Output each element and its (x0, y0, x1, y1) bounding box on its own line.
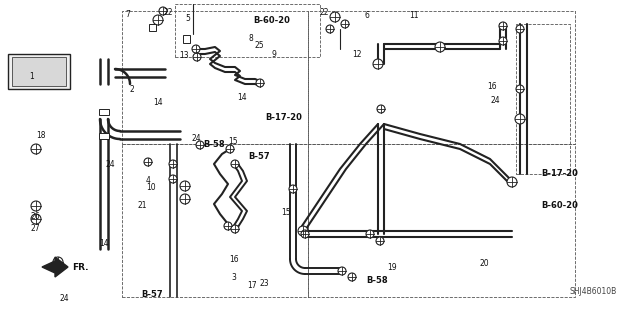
Text: 7: 7 (125, 10, 131, 19)
Circle shape (435, 42, 445, 52)
Text: B-57: B-57 (248, 152, 270, 161)
Circle shape (231, 160, 239, 168)
Text: 19: 19 (387, 263, 397, 272)
Circle shape (298, 226, 308, 236)
Circle shape (193, 53, 201, 61)
Circle shape (376, 237, 384, 245)
Circle shape (516, 85, 524, 93)
Circle shape (169, 160, 177, 168)
Circle shape (169, 175, 177, 183)
Text: 27: 27 (30, 224, 40, 233)
Text: 15: 15 (228, 137, 237, 146)
Circle shape (53, 257, 63, 267)
Circle shape (153, 15, 163, 25)
Circle shape (330, 12, 340, 22)
Text: 15: 15 (282, 208, 291, 217)
Circle shape (373, 59, 383, 69)
Circle shape (301, 230, 309, 238)
Text: 16: 16 (488, 82, 497, 91)
Circle shape (31, 144, 41, 154)
Text: B-58: B-58 (366, 276, 388, 285)
Text: 24: 24 (106, 160, 115, 169)
Circle shape (341, 20, 349, 28)
Text: B-17-20: B-17-20 (541, 169, 578, 178)
Circle shape (180, 181, 190, 191)
Circle shape (144, 158, 152, 166)
Circle shape (326, 25, 334, 33)
Text: B-58: B-58 (204, 140, 225, 149)
Text: 22: 22 (320, 8, 330, 17)
Bar (148, 24, 156, 31)
Circle shape (507, 177, 517, 187)
Text: B-60-20: B-60-20 (253, 16, 290, 25)
Text: 24: 24 (60, 294, 69, 303)
Circle shape (192, 45, 200, 53)
Text: 18: 18 (36, 131, 46, 140)
Circle shape (226, 145, 234, 153)
Text: 5: 5 (186, 14, 191, 23)
Text: SHJ4B6010B: SHJ4B6010B (570, 286, 617, 295)
Circle shape (499, 37, 507, 45)
Text: 26: 26 (30, 212, 40, 221)
Text: 6: 6 (365, 11, 370, 20)
Circle shape (224, 222, 232, 230)
Circle shape (348, 273, 356, 281)
Circle shape (515, 114, 525, 124)
Circle shape (366, 230, 374, 238)
Text: 22: 22 (164, 8, 173, 17)
Circle shape (31, 214, 41, 224)
Circle shape (289, 185, 297, 193)
Text: 24: 24 (192, 134, 202, 143)
Circle shape (159, 7, 167, 15)
Text: 23: 23 (260, 279, 269, 288)
Text: 17: 17 (248, 281, 257, 290)
Bar (99, 109, 109, 115)
Text: 21: 21 (138, 201, 147, 210)
Circle shape (516, 25, 524, 33)
Polygon shape (8, 54, 70, 89)
Text: 2: 2 (130, 85, 134, 94)
Text: 8: 8 (248, 34, 253, 43)
Circle shape (31, 201, 41, 211)
Text: 12: 12 (353, 50, 362, 59)
Text: FR.: FR. (72, 263, 88, 271)
Circle shape (231, 225, 239, 233)
Text: 14: 14 (237, 93, 246, 102)
Text: 14: 14 (99, 239, 109, 248)
Polygon shape (42, 257, 68, 277)
Circle shape (180, 194, 190, 204)
Text: B-60-20: B-60-20 (541, 201, 578, 210)
Text: 13: 13 (179, 51, 189, 60)
Bar (182, 35, 189, 43)
Circle shape (499, 22, 507, 30)
Bar (99, 133, 109, 139)
Text: 20: 20 (480, 259, 490, 268)
Text: 25: 25 (255, 41, 264, 50)
Text: 4: 4 (146, 176, 151, 185)
Text: 14: 14 (154, 98, 163, 107)
Text: 10: 10 (146, 183, 156, 192)
Text: 9: 9 (271, 50, 276, 59)
Text: 1: 1 (29, 72, 34, 81)
Circle shape (196, 141, 204, 149)
Polygon shape (12, 57, 66, 86)
Text: B-57: B-57 (141, 290, 163, 299)
Circle shape (377, 105, 385, 113)
Circle shape (338, 267, 346, 275)
Text: 24: 24 (490, 96, 500, 105)
Text: 11: 11 (410, 11, 419, 20)
Circle shape (256, 79, 264, 87)
Text: 16: 16 (229, 255, 239, 264)
Text: B-17-20: B-17-20 (266, 113, 303, 122)
Text: 3: 3 (232, 273, 237, 282)
